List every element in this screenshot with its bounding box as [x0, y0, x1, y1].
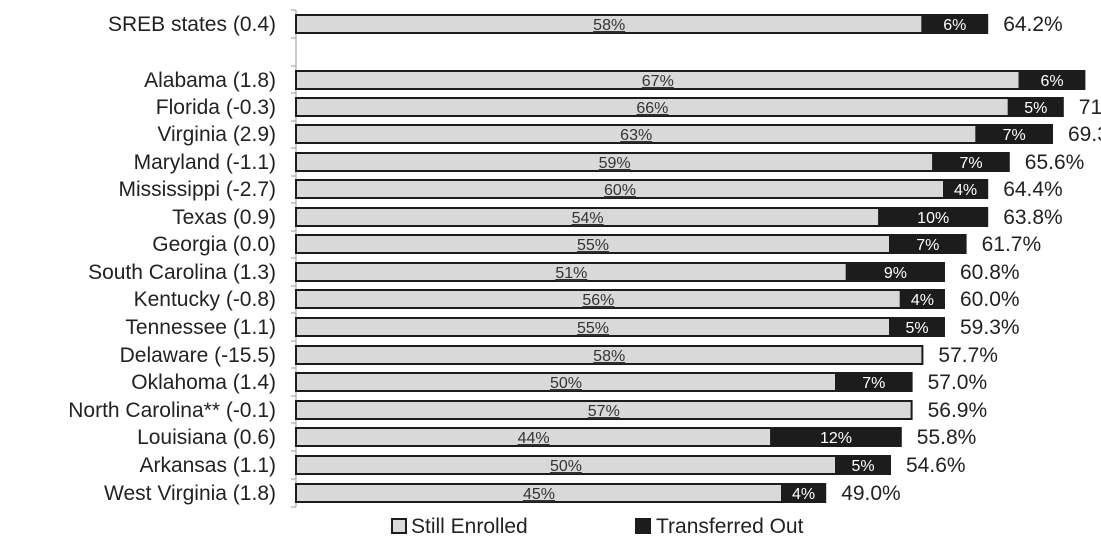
- bar-transferred-out: [835, 455, 891, 475]
- bar-label-still-enrolled: 60%: [604, 182, 636, 199]
- bar-total-label: 49.0%: [841, 482, 901, 505]
- bar-transferred-out: [770, 427, 902, 447]
- bar-label-still-enrolled: 50%: [550, 458, 582, 475]
- legend-label-still-enrolled: Still Enrolled: [411, 515, 528, 538]
- bar-total-label: 71.7%: [1079, 96, 1101, 119]
- bar-label-still-enrolled: 51%: [555, 265, 587, 282]
- bar-label-still-enrolled: 44%: [518, 430, 550, 447]
- bar-label-still-enrolled: 63%: [620, 127, 652, 144]
- category-label: Tennessee (1.1): [125, 316, 276, 339]
- bar-label-transferred-out: 7%: [1003, 127, 1026, 144]
- bar-total-label: 55.8%: [917, 426, 977, 449]
- bar-total-label: 61.7%: [982, 233, 1042, 256]
- category-label: Maryland (-1.1): [134, 151, 276, 174]
- bar-label-still-enrolled: 50%: [550, 375, 582, 392]
- bar-label-transferred-out: 4%: [954, 182, 977, 199]
- bar-label-still-enrolled: 58%: [593, 17, 625, 34]
- bar-total-label: 57.0%: [928, 371, 988, 394]
- bar-label-still-enrolled: 55%: [577, 320, 609, 337]
- bar-transferred-out: [975, 124, 1054, 144]
- bar-total-label: 63.8%: [1003, 206, 1063, 229]
- category-label: Georgia (0.0): [152, 233, 276, 256]
- legend-swatch-still-enrolled: [391, 518, 407, 534]
- bar-label-transferred-out: 12%: [820, 430, 852, 447]
- bar-label-still-enrolled: 55%: [577, 237, 609, 254]
- legend-swatch-transferred-out: [635, 518, 651, 534]
- bar-label-transferred-out: 5%: [1024, 100, 1047, 117]
- bar-transferred-out: [889, 317, 945, 337]
- category-label: Texas (0.9): [172, 206, 276, 229]
- bar-label-still-enrolled: 54%: [572, 210, 604, 227]
- bar-total-label: 64.4%: [1003, 178, 1063, 201]
- bar-label-still-enrolled: 56%: [582, 292, 614, 309]
- category-label: Alabama (1.8): [144, 69, 276, 92]
- category-label: Delaware (-15.5): [120, 344, 276, 367]
- bar-total-label: 56.9%: [928, 399, 988, 422]
- bar-label-still-enrolled: 45%: [523, 486, 555, 503]
- bar-transferred-out: [943, 179, 989, 199]
- bar-label-transferred-out: 5%: [905, 320, 928, 337]
- category-label: Oklahoma (1.4): [131, 371, 276, 394]
- category-label: North Carolina** (-0.1): [68, 399, 276, 422]
- bar-still-enrolled: [295, 400, 913, 420]
- bar-total-label: 65.6%: [1025, 151, 1085, 174]
- category-label: Arkansas (1.1): [139, 454, 276, 477]
- category-label: West Virginia (1.8): [104, 482, 276, 505]
- bar-label-transferred-out: 7%: [862, 375, 885, 392]
- bar-label-transferred-out: 6%: [943, 17, 966, 34]
- bar-label-still-enrolled: 58%: [593, 348, 625, 365]
- category-label: Kentucky (-0.8): [134, 288, 276, 311]
- bar-still-enrolled: [295, 345, 924, 365]
- category-label: Virginia (2.9): [157, 123, 276, 146]
- bar-transferred-out: [845, 262, 945, 282]
- bar-total-label: 59.3%: [960, 316, 1020, 339]
- bar-label-transferred-out: 9%: [884, 265, 907, 282]
- bar-label-transferred-out: 5%: [851, 458, 874, 475]
- bar-label-transferred-out: 10%: [917, 210, 949, 227]
- bar-transferred-out: [899, 289, 945, 309]
- bar-total-label: 69.3%: [1068, 123, 1101, 146]
- category-label: Mississippi (-2.7): [118, 178, 276, 201]
- bar-transferred-out: [1007, 97, 1064, 117]
- bar-transferred-out: [878, 207, 989, 227]
- category-label: Florida (-0.3): [156, 96, 276, 119]
- bar-transferred-out: [781, 483, 827, 503]
- bar-total-label: 64.2%: [1003, 13, 1063, 36]
- bar-label-transferred-out: 6%: [1040, 73, 1063, 90]
- category-label: Louisiana (0.6): [137, 426, 276, 449]
- bar-label-still-enrolled: 57%: [588, 403, 620, 420]
- bar-label-still-enrolled: 67%: [642, 73, 674, 90]
- bar-label-transferred-out: 7%: [916, 237, 939, 254]
- bar-label-still-enrolled: 66%: [636, 100, 668, 117]
- bar-total-label: 60.0%: [960, 288, 1020, 311]
- bar-total-label: 60.8%: [960, 261, 1020, 284]
- bar-label-still-enrolled: 59%: [599, 155, 631, 172]
- bar-total-label: 54.6%: [906, 454, 966, 477]
- bar-transferred-out: [889, 234, 967, 254]
- bar-label-transferred-out: 4%: [911, 292, 934, 309]
- bar-transferred-out: [835, 372, 913, 392]
- bar-label-transferred-out: 7%: [959, 155, 982, 172]
- category-label: SREB states (0.4): [108, 13, 276, 36]
- bar-transferred-out: [1018, 70, 1086, 90]
- legend-label-transferred-out: Transferred Out: [656, 515, 804, 538]
- bar-transferred-out: [921, 14, 989, 34]
- bar-transferred-out: [932, 152, 1010, 172]
- category-label: South Carolina (1.3): [88, 261, 276, 284]
- bar-label-transferred-out: 4%: [792, 486, 815, 503]
- bar-total-label: 57.7%: [938, 344, 998, 367]
